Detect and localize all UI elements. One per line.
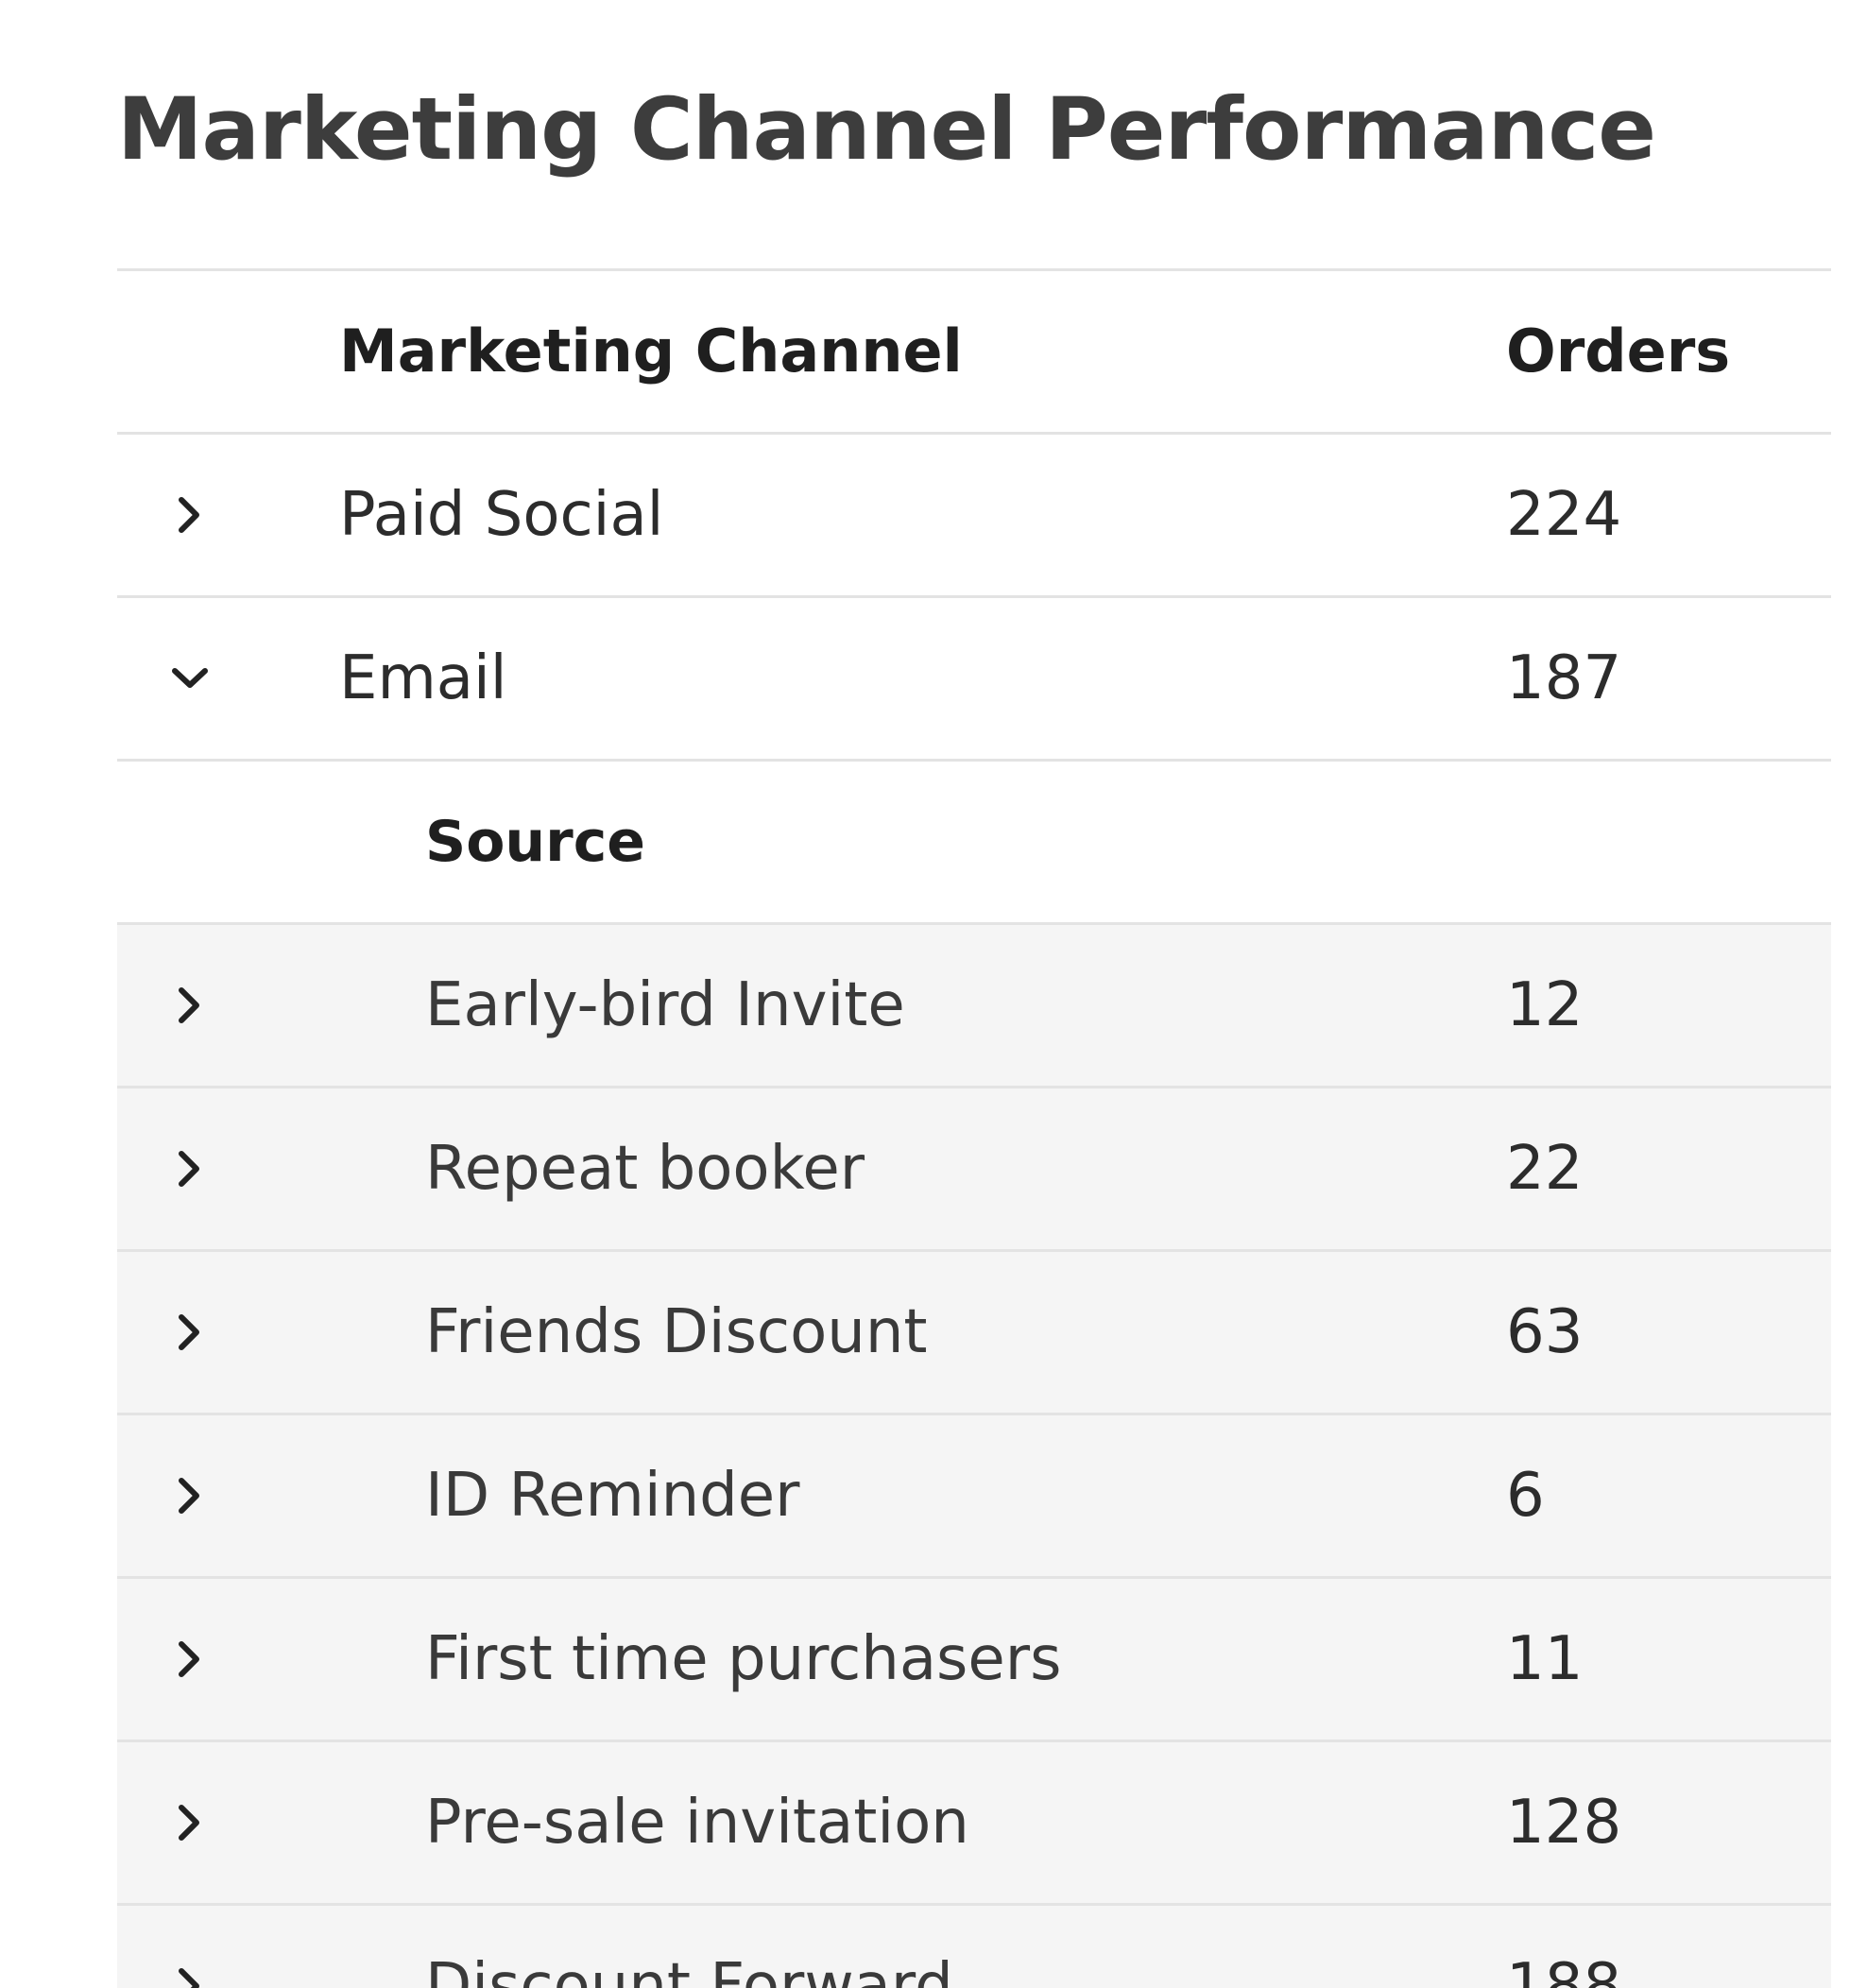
table-row[interactable]: ID Reminder 6: [117, 1415, 1831, 1579]
table-row[interactable]: Pre-sale invitation 128: [117, 1742, 1831, 1906]
row-orders: 224: [1506, 480, 1622, 550]
chevron-right-icon[interactable]: [157, 1088, 223, 1249]
chevron-right-icon[interactable]: [157, 1415, 223, 1576]
row-orders: 11: [1506, 1624, 1584, 1694]
table-row-email[interactable]: Email 187: [117, 598, 1831, 762]
chevron-right-icon[interactable]: [157, 1742, 223, 1903]
chevron-right-icon[interactable]: [157, 925, 223, 1086]
sub-table-header-row: Source: [117, 762, 1831, 925]
row-orders: 12: [1506, 970, 1584, 1040]
table-row[interactable]: Early-bird Invite 12: [117, 925, 1831, 1088]
column-header-source[interactable]: Source: [425, 809, 645, 875]
row-label: First time purchasers: [425, 1624, 1062, 1694]
row-label: Repeat booker: [425, 1134, 865, 1204]
column-header-marketing-channel[interactable]: Marketing Channel: [339, 317, 963, 386]
table-row[interactable]: Repeat booker 22: [117, 1088, 1831, 1252]
row-orders: 6: [1506, 1461, 1545, 1531]
row-label: Friends Discount: [425, 1297, 928, 1367]
table-row-paid-social[interactable]: Paid Social 224: [117, 435, 1831, 598]
table-header-row: Marketing Channel Orders: [117, 271, 1831, 435]
column-header-orders[interactable]: Orders: [1506, 317, 1731, 386]
row-label: Early-bird Invite: [425, 970, 905, 1040]
row-orders: 128: [1506, 1788, 1622, 1858]
page-title: Marketing Channel Performance: [117, 80, 1656, 180]
table-row[interactable]: Friends Discount 63: [117, 1252, 1831, 1415]
row-label: ID Reminder: [425, 1461, 800, 1531]
row-label: Discount Forward: [425, 1951, 953, 1988]
chevron-right-icon[interactable]: [157, 1579, 223, 1740]
chevron-right-icon[interactable]: [157, 1252, 223, 1413]
table-row[interactable]: Discount Forward 188: [117, 1906, 1831, 1988]
chevron-right-icon[interactable]: [157, 1906, 223, 1988]
table-row[interactable]: First time purchasers 11: [117, 1579, 1831, 1742]
chevron-right-icon[interactable]: [157, 435, 223, 595]
row-orders: 187: [1506, 643, 1622, 713]
row-orders: 188: [1506, 1951, 1622, 1988]
channel-table: Marketing Channel Orders Paid Social 224…: [117, 268, 1831, 1988]
row-orders: 22: [1506, 1134, 1584, 1204]
row-orders: 63: [1506, 1297, 1584, 1367]
chevron-down-icon[interactable]: [157, 598, 223, 759]
row-label: Pre-sale invitation: [425, 1788, 969, 1858]
row-label: Paid Social: [339, 480, 664, 550]
row-label: Email: [339, 643, 507, 713]
